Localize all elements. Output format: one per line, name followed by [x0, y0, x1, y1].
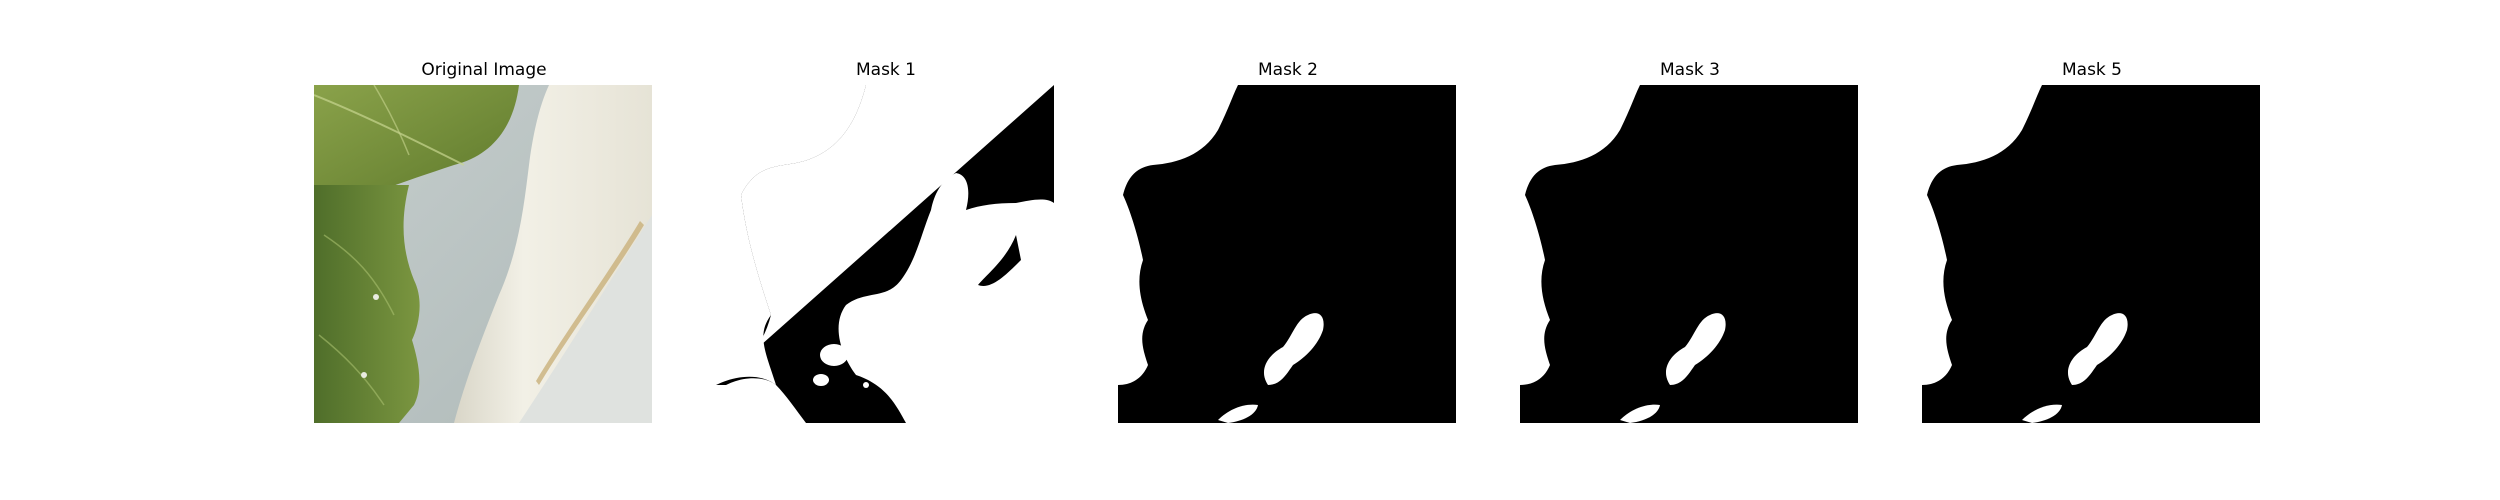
mask-image [716, 85, 1054, 423]
mask-image [1520, 85, 1858, 423]
panel-original-image: Original Image [314, 0, 654, 500]
panel-mask-3: Mask 3 [1520, 0, 1860, 500]
original-photo [314, 85, 652, 423]
panel-title: Mask 1 [855, 60, 916, 80]
mask-image [1922, 85, 2260, 423]
panel-title: Mask 5 [2061, 60, 2122, 80]
panel-mask-2: Mask 2 [1118, 0, 1458, 500]
panel-title: Original Image [421, 60, 547, 80]
panel-mask-5: Mask 5 [1922, 0, 2262, 500]
panel-title: Mask 2 [1257, 60, 1318, 80]
panel-mask-1: Mask 1 [716, 0, 1056, 500]
mask-image [1118, 85, 1456, 423]
panel-title: Mask 3 [1659, 60, 1720, 80]
